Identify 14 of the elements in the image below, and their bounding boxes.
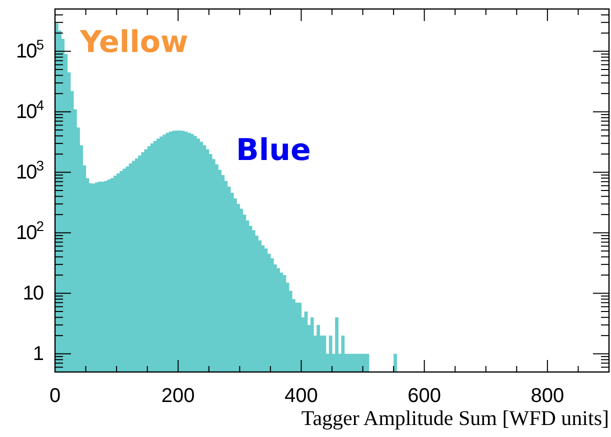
y-tick-label: 10 <box>22 282 44 305</box>
annotation: Blue <box>236 133 311 168</box>
x-tick-label: 200 <box>161 385 195 408</box>
x-tick-label: 400 <box>284 385 318 408</box>
y-tick-label: 10$^{4}$ <box>16 97 44 124</box>
y-tick-label: 10$^{3}$ <box>16 158 44 184</box>
annotation: Yellow <box>79 25 188 60</box>
x-tick-label: 600 <box>408 385 442 408</box>
x-tick-label: 800 <box>530 385 564 408</box>
x-tick-label: 0 <box>49 385 61 408</box>
y-tick-label: 1 <box>32 343 44 366</box>
y-tick-label: 10$^{5}$ <box>16 36 44 63</box>
x-axis-title: Tagger Amplitude Sum [WFD units] <box>301 406 609 430</box>
y-tick-label: 10$^{2}$ <box>16 218 44 244</box>
